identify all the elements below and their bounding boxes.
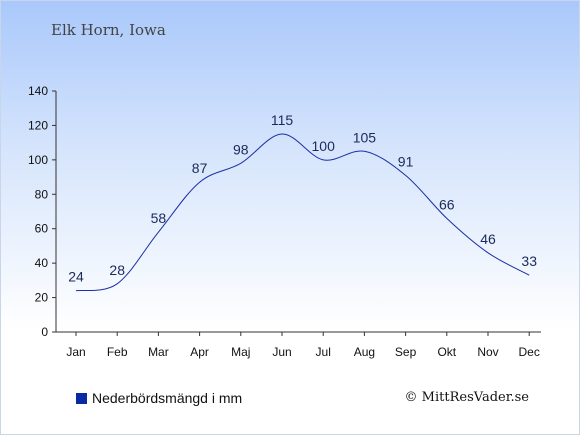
x-tick-label: Okt [437,345,456,359]
legend: Nederbördsmängd i mm [76,390,242,406]
y-tick-label: 120 [28,118,48,132]
x-tick-label: Jul [316,345,331,359]
data-label: 98 [233,141,249,157]
x-tick-label: Aug [354,345,375,359]
x-tick-label: Nov [477,345,498,359]
data-label: 24 [68,269,84,285]
legend-label: Nederbördsmängd i mm [92,390,243,406]
data-label: 87 [192,160,208,176]
x-tick-label: Sep [395,345,417,359]
data-labels: 24 28 58 87 98 115 100 105 91 66 46 33 [68,112,537,285]
x-tick-label: Feb [107,345,128,359]
y-tick-label: 80 [35,187,49,201]
credit-text: © MittResVader.se [404,390,529,405]
data-label: 115 [271,112,294,128]
chart-title: Elk Horn, Iowa [51,21,166,39]
x-tick-label: Jun [272,345,291,359]
x-tick-label: Apr [190,345,209,359]
y-tick-label: 140 [28,84,48,98]
x-tick-label: Mar [148,345,169,359]
x-tick-label: Maj [231,345,250,359]
x-tick-label: Jan [66,345,85,359]
data-label: 66 [439,196,455,212]
data-label: 100 [312,138,336,154]
x-axis-ticks: Jan Feb Mar Apr Maj Jun Jul Aug Sep Okt Nov Dec [66,332,540,359]
y-tick-label: 60 [35,222,49,236]
data-label: 91 [398,153,414,169]
data-label: 105 [353,129,377,145]
data-label: 28 [109,262,125,278]
y-tick-label: 40 [35,256,49,270]
y-tick-label: 20 [35,291,49,305]
precipitation-series-line [75,133,530,292]
x-tick-label: Dec [519,345,540,359]
data-label: 33 [521,253,537,269]
data-label: 58 [151,210,167,226]
data-label: 46 [480,231,496,247]
y-axis-ticks: 0 20 40 60 80 100 120 140 [28,84,56,339]
y-tick-label: 0 [41,325,48,339]
y-tick-label: 100 [28,153,48,167]
legend-swatch [76,392,87,404]
